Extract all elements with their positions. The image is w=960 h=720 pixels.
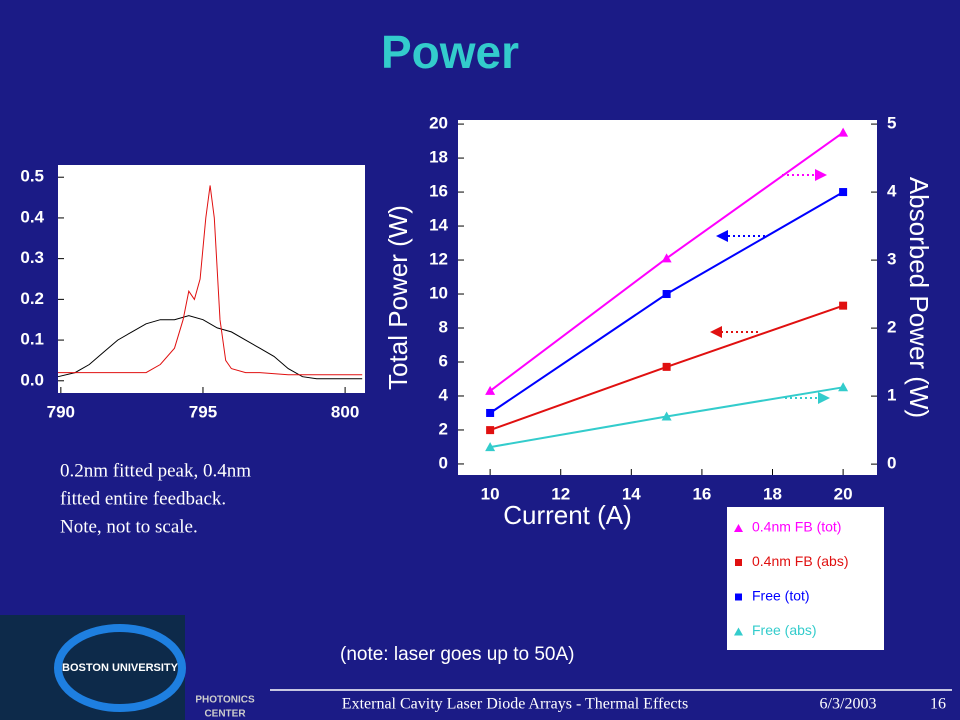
marker — [839, 301, 848, 310]
y-tick-label: 10 — [429, 284, 448, 303]
y-tick-label: 0.1 — [20, 330, 44, 349]
y-tick-label: 14 — [429, 216, 448, 235]
legend-marker — [734, 524, 743, 532]
x-tick-label: 16 — [692, 484, 711, 503]
legend-marker — [735, 593, 742, 601]
caption-line: Note, not to scale. — [60, 516, 198, 537]
y-tick-label: 18 — [429, 148, 448, 167]
caption-line: 0.2nm fitted peak, 0.4nm — [60, 460, 251, 481]
y-tick-label: 0.5 — [20, 167, 44, 186]
note: (note: laser goes up to 50A) — [340, 644, 574, 665]
footer-title: External Cavity Laser Diode Arrays - The… — [342, 696, 688, 713]
y2-tick-label: 0 — [887, 454, 896, 473]
y-tick-label: 8 — [439, 317, 448, 336]
y2-tick-label: 5 — [887, 114, 896, 133]
x-tick-label: 14 — [622, 484, 641, 503]
caption-line: fitted entire feedback. — [60, 488, 226, 509]
y2-axis-label: Absorbed Power (W) — [904, 177, 934, 418]
marker — [485, 442, 496, 452]
marker — [486, 408, 495, 417]
legend-label: 0.4nm FB (abs) — [752, 553, 848, 569]
y-tick-label: 20 — [429, 114, 448, 133]
logo-text: CENTER — [204, 709, 246, 720]
y-axis-label: Total Power (W) — [383, 205, 413, 390]
y-tick-label: 0.3 — [20, 248, 44, 267]
x-tick-label: 18 — [763, 484, 782, 503]
logo-text: PHOTONICS — [195, 695, 255, 706]
series-line — [58, 185, 363, 376]
x-tick-label: 20 — [834, 484, 853, 503]
arrows — [710, 169, 830, 404]
y-tick-label: 0.0 — [20, 370, 44, 389]
x-tick-label: 10 — [481, 484, 500, 503]
page-number: 16 — [930, 696, 946, 713]
marker — [662, 290, 671, 299]
legend-label: Free (tot) — [752, 588, 810, 604]
x-tick-label: 800 — [331, 402, 359, 421]
marker — [838, 127, 849, 137]
y2-tick-label: 4 — [887, 182, 897, 201]
marker — [486, 426, 495, 435]
logo-ring — [54, 624, 186, 712]
y-tick-label: 4 — [439, 385, 449, 404]
y-tick-label: 2 — [439, 419, 448, 438]
y-tick-label: 0.2 — [20, 289, 44, 308]
caption: 0.2nm fitted peak, 0.4nm fitted entire f… — [60, 460, 251, 537]
legend-marker — [734, 627, 743, 636]
y2-tick-label: 3 — [887, 250, 896, 269]
marker — [662, 362, 671, 371]
logo: BOSTON UNIVERSITY PHOTONICS CENTER — [0, 615, 255, 720]
x-tick-label: 790 — [47, 402, 75, 421]
plot-area — [58, 165, 365, 393]
y2-tick-label: 1 — [887, 386, 896, 405]
y2-tick-label: 2 — [887, 318, 896, 337]
series-line — [57, 315, 363, 380]
marker — [838, 382, 849, 392]
y-tick-label: 16 — [429, 182, 448, 201]
legend-label: Free (abs) — [752, 622, 817, 638]
x-axis-label: Current (A) — [503, 500, 632, 530]
y-tick-label: 12 — [429, 250, 448, 269]
legend-label: 0.4nm FB (tot) — [752, 519, 841, 535]
x-tick-label: 795 — [189, 402, 217, 421]
y-tick-label: 0 — [439, 453, 448, 472]
y-tick-label: 6 — [439, 351, 448, 370]
marker — [485, 385, 496, 395]
legend — [727, 507, 884, 650]
legend-marker — [735, 559, 742, 566]
logo-text: BOSTON UNIVERSITY — [62, 662, 179, 674]
marker — [661, 411, 672, 421]
y-tick-label: 0.4 — [20, 207, 44, 226]
footer-date: 6/3/2003 — [820, 696, 877, 713]
marker — [839, 188, 848, 197]
marker — [661, 253, 672, 263]
slide-title: Power — [381, 26, 519, 78]
x-tick-label: 12 — [551, 484, 570, 503]
